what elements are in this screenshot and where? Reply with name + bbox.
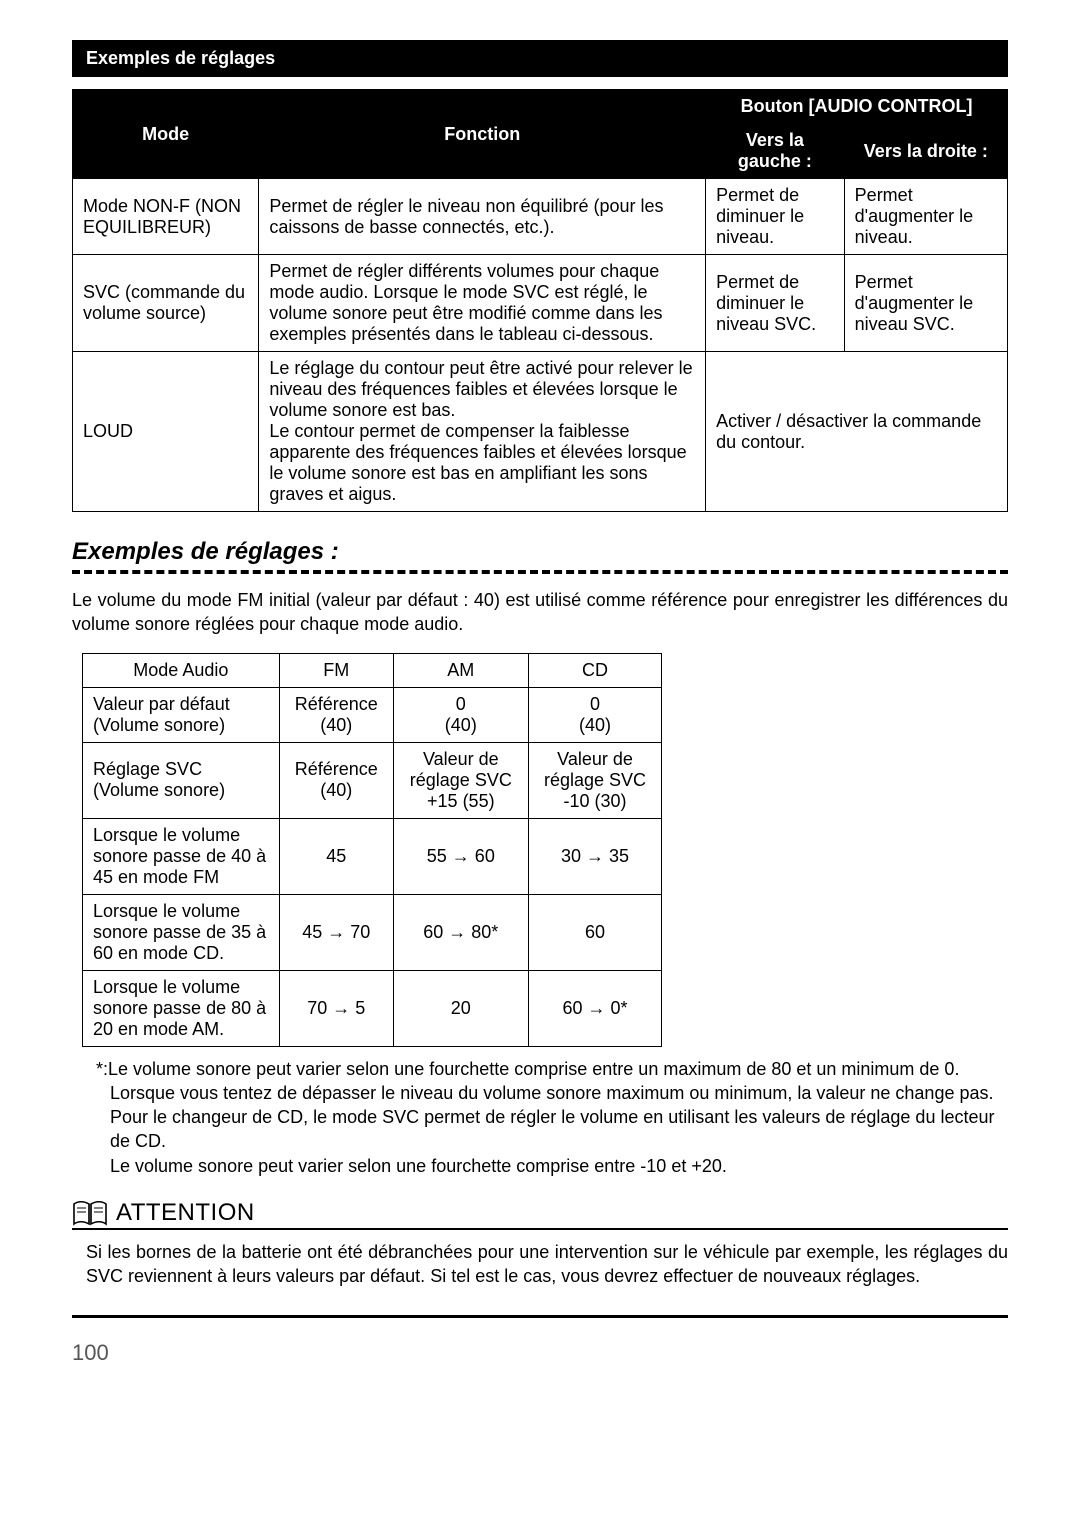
attention-body: Si les bornes de la batterie ont été déb… <box>72 1240 1008 1318</box>
section-header-bar: Exemples de réglages <box>72 40 1008 77</box>
cell-gauche: Permet de diminuer le niveau. <box>706 179 845 255</box>
table-row: Mode NON-F (NON EQUILIBREUR) Permet de r… <box>73 179 1008 255</box>
attention-label: ATTENTION <box>116 1199 255 1227</box>
cell-label: Lorsque le volume sonore passe de 40 à 4… <box>83 818 280 894</box>
cell-cd: 30 → 35 <box>528 818 662 894</box>
cell-label: Valeur par défaut (Volume sonore) <box>83 687 280 742</box>
cell-gauche-droite: Activer / désactiver la commande du cont… <box>706 352 1008 512</box>
th-mode: Mode <box>73 90 259 179</box>
cell-cd: 0 (40) <box>528 687 662 742</box>
cell-am: 60 → 80* <box>393 894 528 970</box>
cell-fm: 45 → 70 <box>279 894 393 970</box>
cell-label: Lorsque le volume sonore passe de 80 à 2… <box>83 970 280 1046</box>
th-am: AM <box>393 653 528 687</box>
page-number: 100 <box>72 1340 1008 1366</box>
cell-am: 0 (40) <box>393 687 528 742</box>
cell-mode: SVC (commande du volume source) <box>73 255 259 352</box>
example-table: Mode Audio FM AM CD Valeur par défaut (V… <box>82 653 662 1047</box>
cell-cd: 60 <box>528 894 662 970</box>
cell-fonction: Permet de régler différents volumes pour… <box>259 255 706 352</box>
cell-am: 55 → 60 <box>393 818 528 894</box>
cell-mode: LOUD <box>73 352 259 512</box>
table-row: Lorsque le volume sonore passe de 35 à 6… <box>83 894 662 970</box>
cell-label: Lorsque le volume sonore passe de 35 à 6… <box>83 894 280 970</box>
subheading: Exemples de réglages : <box>72 538 1008 566</box>
cell-fonction: Permet de régler le niveau non équilibré… <box>259 179 706 255</box>
cell-fm: 70 → 5 <box>279 970 393 1046</box>
cell-droite: Permet d'augmenter le niveau. <box>844 179 1007 255</box>
table-row: Lorsque le volume sonore passe de 40 à 4… <box>83 818 662 894</box>
th-droite: Vers la droite : <box>844 124 1007 179</box>
cell-cd: 60 → 0* <box>528 970 662 1046</box>
table-row: SVC (commande du volume source) Permet d… <box>73 255 1008 352</box>
cell-label: Réglage SVC (Volume sonore) <box>83 742 280 818</box>
footnote-2: Le volume sonore peut varier selon une f… <box>82 1154 1008 1178</box>
cell-gauche: Permet de diminuer le niveau SVC. <box>706 255 845 352</box>
cell-am: 20 <box>393 970 528 1046</box>
th-fonction: Fonction <box>259 90 706 179</box>
th-mode-audio: Mode Audio <box>83 653 280 687</box>
th-bouton: Bouton [AUDIO CONTROL] <box>706 90 1008 124</box>
th-fm: FM <box>279 653 393 687</box>
cell-fm: Référence (40) <box>279 742 393 818</box>
footnote-1: *:Le volume sonore peut varier selon une… <box>82 1057 1008 1154</box>
cell-fm: 45 <box>279 818 393 894</box>
table-row: Réglage SVC (Volume sonore) Référence (4… <box>83 742 662 818</box>
th-cd: CD <box>528 653 662 687</box>
cell-mode: Mode NON-F (NON EQUILIBREUR) <box>73 179 259 255</box>
cell-cd: Valeur de réglage SVC -10 (30) <box>528 742 662 818</box>
book-icon <box>72 1198 108 1228</box>
cell-fonction: Le réglage du contour peut être activé p… <box>259 352 706 512</box>
table-row: Valeur par défaut (Volume sonore) Référe… <box>83 687 662 742</box>
table-row: LOUD Le réglage du contour peut être act… <box>73 352 1008 512</box>
table-row: Lorsque le volume sonore passe de 80 à 2… <box>83 970 662 1046</box>
cell-droite: Permet d'augmenter le niveau SVC. <box>844 255 1007 352</box>
intro-paragraph: Le volume du mode FM initial (valeur par… <box>72 588 1008 637</box>
th-gauche: Vers la gauche : <box>706 124 845 179</box>
dashed-rule <box>72 570 1008 574</box>
cell-am: Valeur de réglage SVC +15 (55) <box>393 742 528 818</box>
attention-heading: ATTENTION <box>72 1198 1008 1230</box>
cell-fm: Référence (40) <box>279 687 393 742</box>
settings-table: Mode Fonction Bouton [AUDIO CONTROL] Ver… <box>72 89 1008 512</box>
